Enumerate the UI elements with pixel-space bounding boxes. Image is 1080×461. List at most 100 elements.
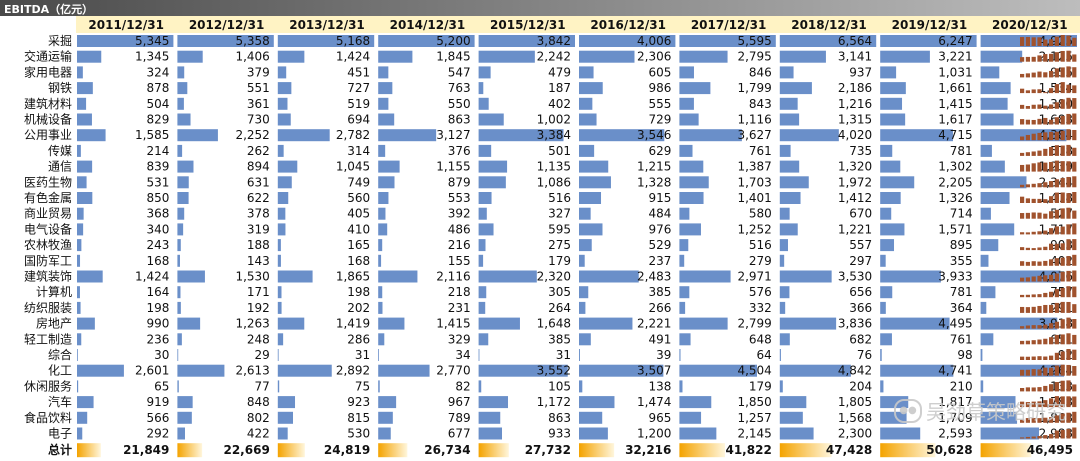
- value-label: 965: [648, 411, 671, 425]
- data-bar: [880, 223, 905, 236]
- value-label: 763: [448, 81, 471, 95]
- value-label: 105: [548, 379, 571, 393]
- value-label: 3,127: [436, 128, 470, 142]
- sparkline-bar: [1031, 387, 1036, 392]
- data-bar: [77, 239, 82, 252]
- data-bar: [177, 427, 185, 440]
- value-label: 1,320: [838, 160, 872, 174]
- sparkline-bar: [1031, 369, 1036, 376]
- sparkline-bar: [1020, 277, 1025, 282]
- value-label: 1,406: [235, 50, 269, 64]
- value-label: 1,817: [938, 395, 972, 409]
- data-bar: [779, 349, 781, 361]
- data-bar: [277, 50, 305, 63]
- data-bar: [378, 129, 437, 142]
- value-label: 64: [757, 348, 772, 362]
- data-bar: [177, 380, 179, 393]
- data-bar: [679, 82, 711, 95]
- value-label: 1,216: [838, 97, 872, 111]
- data-bar: [378, 207, 386, 220]
- sparkline-bar: [1020, 340, 1025, 345]
- sparkline-bar: [1037, 118, 1042, 125]
- data-bar: [277, 176, 292, 189]
- data-bar: [478, 239, 486, 252]
- value-label: 187: [548, 81, 571, 95]
- sparkline-bar: [1031, 119, 1036, 125]
- data-bar: [77, 223, 84, 236]
- data-bar: [980, 333, 994, 346]
- data-bar: [77, 113, 92, 126]
- value-label: 1,585: [135, 128, 169, 142]
- sparkline-bar: [1025, 184, 1030, 188]
- value-label: 236: [146, 332, 169, 346]
- sparkline-bar: [1020, 437, 1025, 439]
- sparkline-bar: [1043, 148, 1048, 156]
- data-bar: [277, 66, 287, 79]
- value-label: 2,795: [737, 50, 771, 64]
- sparkline-bar: [1060, 430, 1065, 439]
- sparkline-bar: [1025, 307, 1030, 313]
- data-bar: [679, 254, 685, 267]
- value-label: 279: [749, 254, 772, 268]
- value-label: 629: [648, 144, 671, 158]
- value-label: 188: [247, 238, 270, 252]
- sparkline-bar: [1072, 411, 1077, 423]
- data-bar: [579, 411, 603, 424]
- data-bar: [478, 207, 487, 220]
- data-bar: [779, 207, 790, 220]
- data-bar: [980, 82, 1011, 95]
- row-label: 采掘: [48, 33, 72, 48]
- sparkline-bar: [1072, 223, 1077, 235]
- sparkline-bar: [1043, 199, 1048, 203]
- sparkline-bar: [1043, 54, 1048, 62]
- value-label: 2,770: [436, 364, 470, 378]
- sparkline-bar: [1060, 145, 1065, 156]
- value-label: 694: [347, 113, 370, 127]
- value-label: 361: [247, 97, 270, 111]
- value-label: 915: [648, 191, 671, 205]
- value-label: 340: [146, 222, 169, 236]
- value-label: 895: [950, 238, 973, 252]
- value-label: 622: [247, 191, 270, 205]
- sparkline-bar: [1054, 160, 1059, 172]
- value-label: 292: [146, 427, 169, 441]
- value-label: 155: [448, 254, 471, 268]
- data-bar: [478, 270, 537, 283]
- sparkline-bar: [1037, 401, 1042, 408]
- value-label: 1,401: [737, 191, 771, 205]
- sparkline-bar: [1066, 207, 1071, 219]
- value-label: 1,215: [637, 160, 671, 174]
- value-label: 6,564: [838, 34, 872, 48]
- sparkline-bar: [1066, 270, 1071, 282]
- data-bar: [679, 97, 694, 110]
- data-bar: [378, 364, 430, 377]
- value-label: 1,221: [838, 222, 872, 236]
- value-label: 237: [648, 254, 671, 268]
- data-bar: [177, 35, 274, 47]
- sparkline-bar: [1025, 356, 1030, 360]
- value-label: 839: [146, 160, 169, 174]
- data-bar: [77, 35, 174, 47]
- data-bar: [679, 160, 704, 173]
- data-bar: [478, 286, 487, 299]
- data-bar: [679, 380, 683, 393]
- data-bar: [177, 192, 189, 204]
- value-label: 595: [548, 222, 571, 236]
- value-label: 677: [448, 427, 471, 441]
- sparkline-bar: [1060, 334, 1065, 345]
- data-bar: [679, 396, 712, 409]
- value-label: 1,415: [938, 97, 972, 111]
- data-bar: [579, 380, 583, 393]
- value-label: 198: [347, 285, 370, 299]
- data-bar: [478, 411, 501, 424]
- sparkline-bar: [1020, 356, 1025, 360]
- data-bar: [177, 50, 203, 63]
- data-bar: [779, 239, 788, 252]
- value-label: 878: [146, 81, 169, 95]
- data-bar: [77, 176, 87, 189]
- sparkline-bar: [1043, 385, 1048, 392]
- data-bar: [378, 239, 383, 252]
- sparkline-bar: [1054, 334, 1059, 345]
- row-label: 休闲服务: [24, 378, 72, 393]
- data-bar: [880, 364, 954, 377]
